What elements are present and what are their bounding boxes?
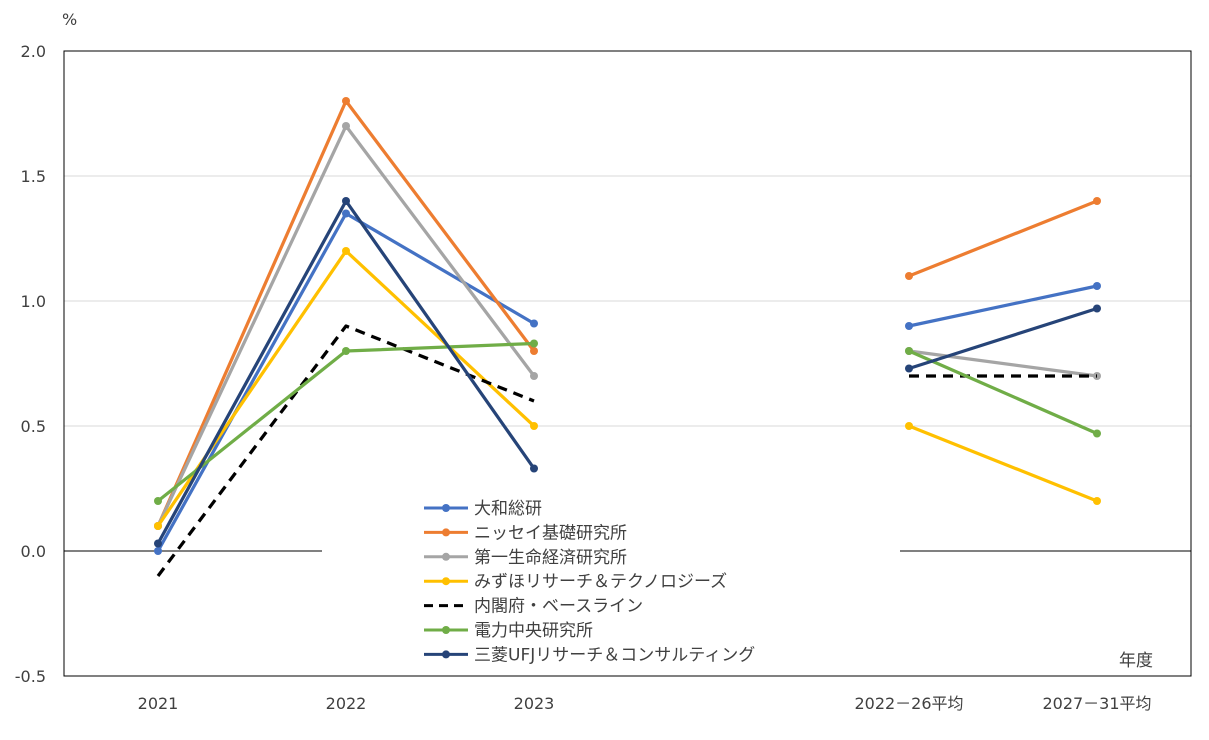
series-line xyxy=(156,99,536,528)
y-tick-label: 0.0 xyxy=(21,542,46,561)
series-line xyxy=(156,341,536,503)
x-tick-label: 2022－26平均 xyxy=(854,694,963,713)
y-tick-label: 0.5 xyxy=(21,417,46,436)
data-point xyxy=(1093,304,1101,313)
legend-marker xyxy=(442,552,450,561)
series-1 xyxy=(154,209,1101,555)
data-point xyxy=(1093,282,1101,290)
data-point xyxy=(342,347,350,355)
legend-item: みずほリサーチ＆テクノロジーズ xyxy=(424,572,727,592)
series-4 xyxy=(154,247,1101,530)
series-line xyxy=(907,349,1099,378)
y-tick-label: -0.5 xyxy=(15,667,46,686)
legend-label: みずほリサーチ＆テクノロジーズ xyxy=(474,572,727,592)
plot-frame xyxy=(63,50,1192,677)
x-tick-label: 2027－31平均 xyxy=(1042,694,1151,713)
series-line xyxy=(907,199,1099,278)
legend-item: 内閣府・ベースライン xyxy=(424,597,643,617)
data-point xyxy=(905,322,913,330)
data-point xyxy=(1093,197,1101,205)
legend-marker xyxy=(442,650,450,659)
legend-item: 第一生命経済研究所 xyxy=(424,548,627,568)
data-point xyxy=(342,122,350,130)
legend-item: 電力中央研究所 xyxy=(424,621,593,641)
x-axis-title: 年度 xyxy=(1119,651,1153,671)
series-5 xyxy=(156,324,1097,577)
legend: 大和総研ニッセイ基礎研究所第一生命経済研究所みずほリサーチ＆テクノロジーズ内閣府… xyxy=(424,499,755,665)
y-axis-unit: % xyxy=(62,10,77,29)
y-tick-label: 1.5 xyxy=(21,167,46,186)
data-point xyxy=(342,97,350,105)
y-tick-label: 2.0 xyxy=(21,42,46,61)
series-2 xyxy=(154,97,1101,530)
legend-item: 大和総研 xyxy=(424,499,542,519)
series-line xyxy=(156,324,535,577)
x-tick-label: 2021 xyxy=(138,694,179,713)
series-7 xyxy=(154,197,1101,548)
data-point xyxy=(1093,497,1101,505)
legend-label: 第一生命経済研究所 xyxy=(474,548,627,568)
data-point xyxy=(530,422,538,430)
series-line xyxy=(907,424,1099,503)
legend-marker xyxy=(442,528,450,537)
legend-marker xyxy=(442,626,450,634)
data-point xyxy=(154,522,162,530)
series-line xyxy=(907,306,1099,371)
data-point xyxy=(342,197,350,205)
series-line xyxy=(907,284,1099,328)
data-point xyxy=(905,422,913,430)
data-point xyxy=(342,247,350,255)
label-layer: 2.0 1.5 1.0 0.5 0.0 -0.5% 2021 2022 2023 2022－26平… xyxy=(15,10,1153,713)
legend-item: ニッセイ基礎研究所 xyxy=(424,523,627,543)
series-line xyxy=(907,349,1099,436)
data-point xyxy=(154,497,162,505)
axis-layer xyxy=(63,50,1192,677)
y-tick-label: 1.0 xyxy=(21,292,46,311)
data-point xyxy=(530,464,538,473)
legend-label: 大和総研 xyxy=(474,499,542,519)
legend-marker xyxy=(442,577,450,586)
data-point xyxy=(1093,429,1101,438)
legend-label: 電力中央研究所 xyxy=(474,621,593,641)
legend-marker xyxy=(442,504,450,512)
data-point xyxy=(154,539,162,548)
legend-label: 三菱UFJリサーチ＆コンサルティング xyxy=(474,645,755,665)
data-point xyxy=(154,547,162,555)
legend-label: ニッセイ基礎研究所 xyxy=(474,523,627,543)
data-point xyxy=(530,347,538,355)
series-6 xyxy=(154,339,1101,505)
x-tick-label: 2023 xyxy=(514,694,555,713)
data-point xyxy=(530,319,538,328)
data-point xyxy=(905,364,913,373)
data-point xyxy=(342,209,350,218)
series-layer xyxy=(154,97,1101,577)
legend-label: 内閣府・ベースライン xyxy=(474,597,643,617)
x-tick-label: 2022 xyxy=(326,694,367,713)
data-point xyxy=(905,347,913,355)
data-point xyxy=(905,272,913,280)
data-point xyxy=(530,339,538,348)
legend-item: 三菱UFJリサーチ＆コンサルティング xyxy=(424,645,755,665)
data-point xyxy=(530,372,538,380)
